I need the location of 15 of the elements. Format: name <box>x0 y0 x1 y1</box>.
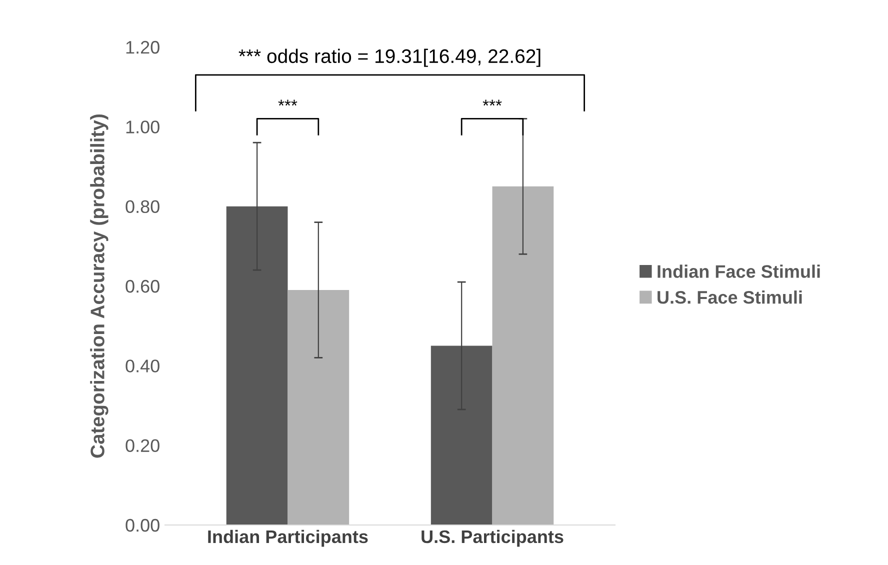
y-tick-label: 0.40 <box>126 360 160 372</box>
y-tick-label: 0.60 <box>126 280 160 293</box>
y-tick-label: 1.00 <box>126 120 160 134</box>
y-axis-title: Categorization Accuracy (probability) <box>90 114 108 458</box>
y-tick-label: 0.20 <box>126 439 160 452</box>
x-tick-label: U.S. Participants <box>422 530 564 547</box>
annotation: *** odds ratio = 19.31[16.49, 22.62] <box>238 48 540 67</box>
annotation: *** <box>482 100 502 106</box>
y-tick-label: 1.20 <box>126 40 160 54</box>
x-tick-label: Indian Participants <box>208 530 368 547</box>
legend-label: Indian Face Stimuli <box>658 264 820 278</box>
legend-label: U.S. Face Stimuli <box>658 290 802 304</box>
y-tick-label: 0.00 <box>126 518 160 532</box>
y-tick-label: 0.80 <box>126 200 160 214</box>
annotation: *** <box>278 100 298 106</box>
